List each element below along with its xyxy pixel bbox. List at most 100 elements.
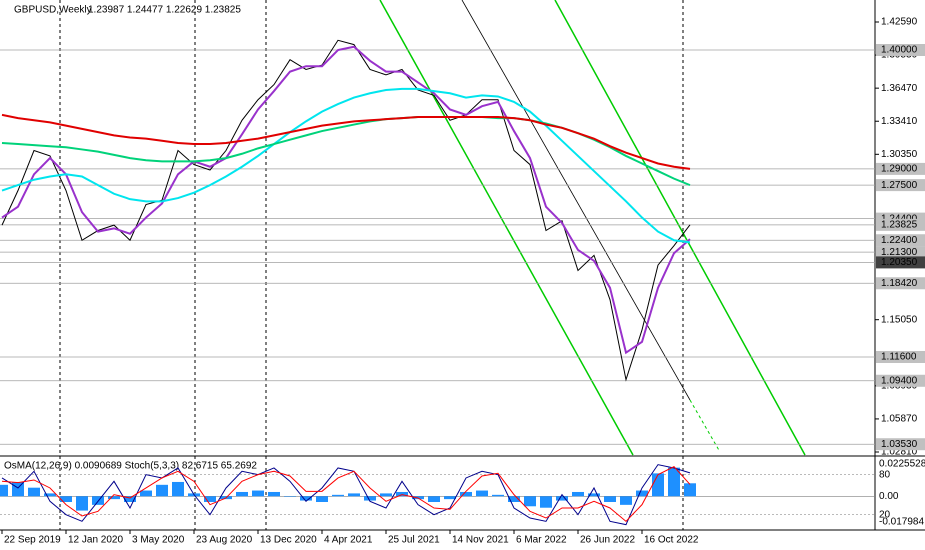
osma-bar [380, 493, 392, 497]
osma-bar [300, 496, 312, 501]
level-label: 1.27500 [881, 180, 918, 191]
y-tick-label: 1.42590 [881, 17, 918, 28]
osma-bar [524, 496, 536, 507]
level-label: 1.21300 [881, 247, 918, 258]
osma-bar [44, 493, 56, 497]
level-label: 1.09400 [881, 375, 918, 386]
x-tick-label: 23 Aug 2020 [196, 535, 253, 546]
level-label-bg [876, 246, 925, 259]
level-label: 1.29000 [881, 164, 918, 175]
level-label-bg [876, 374, 925, 387]
y2-tick-label: 80 [879, 469, 891, 480]
level-label: 1.24400 [881, 213, 918, 224]
series-line [1, 39, 691, 382]
y-tick-label: 1.33410 [881, 116, 918, 127]
y-tick-label: 1.15050 [881, 314, 918, 325]
level-label-bg [876, 43, 925, 56]
series-line [1, 113, 691, 170]
channel-line [379, 0, 634, 456]
y-tick-label: 1.30350 [881, 149, 918, 160]
x-tick-label: 25 Jul 2021 [388, 535, 440, 546]
osma-bar [252, 490, 264, 497]
y-tick-label: 0.00 [879, 491, 899, 502]
osma-bar [204, 496, 216, 502]
level-label: 1.20350 [881, 257, 918, 268]
x-tick-label: 13 Dec 2020 [260, 535, 317, 546]
level-label: 1.03530 [881, 439, 918, 450]
level-label-bg [876, 438, 925, 451]
osma-bar [60, 496, 72, 502]
x-tick-label: 14 Nov 2021 [452, 535, 509, 546]
osma-bar [284, 496, 296, 497]
level-label: 1.23825 [881, 219, 918, 230]
osma-bar [652, 473, 664, 497]
level-label: 1.40000 [881, 45, 918, 56]
channel-line [554, 0, 806, 456]
osma-bar [268, 491, 280, 497]
series-line [1, 466, 691, 523]
osma-bar [428, 496, 440, 502]
osma-bar [492, 494, 504, 497]
ohlc-values: 1.23987 1.24477 1.22629 1.23825 [88, 5, 241, 16]
x-tick-label: 3 May 2020 [132, 535, 185, 546]
osma-bar [556, 496, 568, 501]
osma-bar [28, 487, 40, 497]
osma-bar [476, 490, 488, 497]
x-tick-label: 6 Mar 2022 [516, 535, 567, 546]
y2-tick-label: 20 [879, 509, 891, 520]
channel-lines [379, 0, 806, 456]
level-label: 1.11600 [881, 352, 917, 363]
osma-bar [684, 483, 696, 497]
trend-line [689, 399, 721, 453]
level-label-bg [876, 234, 925, 247]
osma-bar [460, 491, 472, 497]
level-label-bg [876, 256, 925, 269]
series-line [1, 87, 691, 244]
osma-bar [348, 493, 360, 497]
osma-bar [236, 491, 248, 497]
level-label: 1.18420 [881, 278, 918, 289]
x-tick-label: 16 Oct 2022 [644, 535, 699, 546]
osma-bar [396, 491, 408, 497]
series-line [1, 45, 691, 355]
osma-bar [140, 490, 152, 497]
osma-bar [156, 484, 168, 497]
osma-bar [444, 496, 456, 500]
indicator-title: OsMA(12,26,9) 0.0090689 Stoch(5,3,3) 82.… [4, 461, 257, 472]
y-tick-label: 1.05870 [881, 414, 918, 425]
x-tick-label: 4 Apr 2021 [324, 535, 373, 546]
osma-bar [636, 490, 648, 497]
osma-bar [332, 494, 344, 497]
series-line [1, 464, 691, 526]
y-tick-label: 1.36470 [881, 83, 918, 94]
osma-bar [76, 496, 88, 511]
y-tick-label: 1.02810 [881, 447, 918, 458]
level-label-bg [876, 277, 925, 290]
level-label: 1.22400 [881, 235, 918, 246]
osma-bar [588, 493, 600, 497]
y-tick-label: 0.0225528 [879, 459, 925, 470]
level-label-bg [876, 179, 925, 192]
y-tick-label: -0.017984 [879, 517, 924, 528]
osma-bar [668, 467, 680, 497]
osma-bar [620, 496, 632, 505]
level-label-bg [876, 350, 925, 363]
osma-bar [508, 496, 520, 502]
osma-bar [540, 496, 552, 508]
osma-bar [572, 491, 584, 497]
chart-title: GBPUSD,Weekly [14, 5, 92, 16]
osma-bar [316, 496, 328, 502]
osma-bar [0, 484, 8, 497]
osma-bar [172, 481, 184, 497]
level-label-bg [876, 162, 925, 175]
x-tick-label: 12 Jan 2020 [68, 535, 123, 546]
osma-bar [604, 496, 616, 502]
x-tick-label: 26 Jun 2022 [580, 535, 635, 546]
osma-bar [108, 496, 120, 500]
trend-line [461, 0, 691, 401]
x-tick-label: 22 Sep 2019 [4, 535, 61, 546]
osma-bar [364, 496, 376, 501]
level-label-bg [876, 218, 925, 231]
